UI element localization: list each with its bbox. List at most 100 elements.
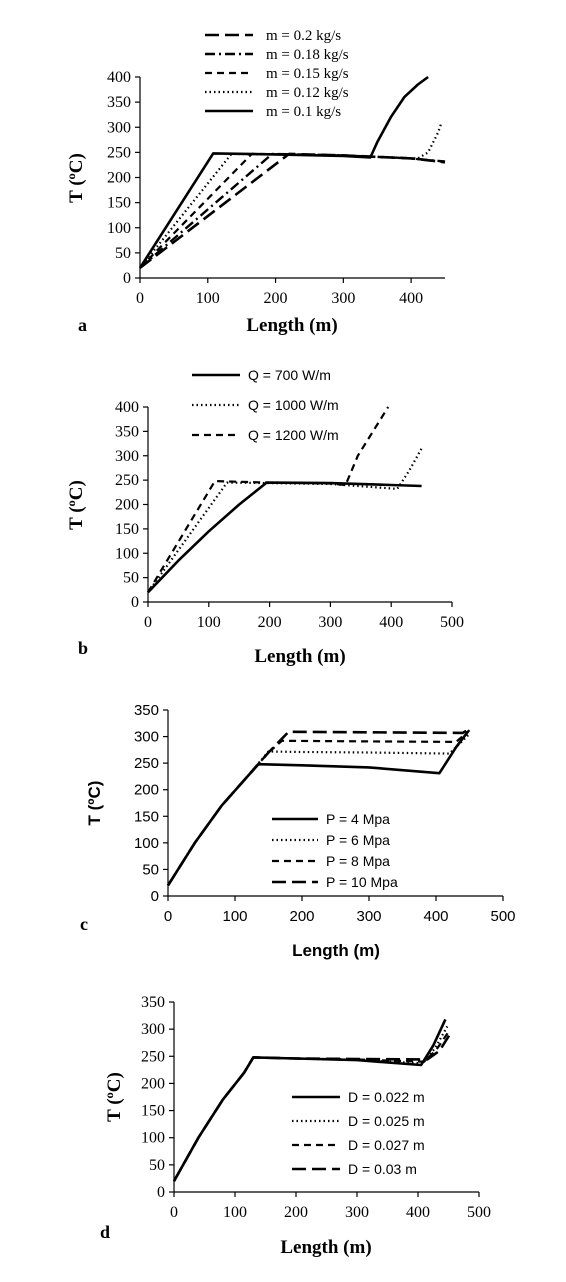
- series-line-1: [166, 730, 470, 887]
- y-tick-label: 200: [141, 1075, 165, 1092]
- legend-label-4: m = 0.12 kg/s: [266, 85, 349, 101]
- series-line-5: [138, 75, 429, 269]
- y-tick-label: 300: [134, 729, 159, 746]
- legend-label-3: Q = 1200 W/m: [248, 427, 339, 443]
- x-tick-label: 400: [406, 1204, 430, 1221]
- y-tick-label: 50: [142, 861, 159, 878]
- x-tick-label: 0: [170, 1204, 178, 1221]
- x-axis-title: Length (m): [246, 315, 337, 336]
- x-tick-label: 500: [490, 908, 515, 925]
- x-tick-label: 0: [136, 290, 144, 307]
- y-tick-label: 200: [107, 170, 131, 187]
- y-tick-label: 200: [115, 497, 139, 514]
- y-tick-label: 150: [115, 521, 139, 538]
- x-tick-label: 200: [258, 614, 282, 631]
- series-line-3: [173, 1031, 450, 1182]
- legend-label-1: Q = 700 W/m: [248, 367, 331, 383]
- series-line-1: [147, 481, 422, 594]
- x-tick-label: 500: [467, 1204, 491, 1221]
- x-tick-label: 100: [197, 614, 221, 631]
- legend-label-2: P = 6 Mpa: [326, 832, 390, 848]
- series-line-3: [139, 152, 446, 269]
- x-tick-label: 300: [345, 1204, 369, 1221]
- x-tick-label: 400: [379, 614, 403, 631]
- y-tick-label: 100: [115, 545, 139, 562]
- chart-panel-c: 0 50 100 150 200 250 300 350 0 100 200 300 400 500 Len…: [80, 702, 516, 960]
- panel-label: a: [78, 315, 87, 335]
- y-tick-label: 100: [134, 835, 159, 852]
- y-tick-label: 100: [141, 1130, 165, 1147]
- chart-panel-b: 0 50 100 150 200 250 300 350 400 0 100 200 300 400 500…: [66, 367, 464, 667]
- y-tick-label: 150: [141, 1103, 165, 1120]
- chart-panel-d: 0 50 100 150 200 250 300 350 0 100 200 300 400 500 Len…: [100, 994, 491, 1258]
- y-tick-label: 0: [151, 888, 159, 905]
- y-tick-label: 200: [134, 782, 159, 799]
- y-tick-label: 250: [134, 755, 159, 772]
- series-line-3: [147, 406, 390, 593]
- y-tick-label: 350: [107, 94, 131, 111]
- series-line-4: [166, 726, 472, 887]
- x-tick-label: 100: [196, 290, 220, 307]
- x-tick-label: 500: [440, 614, 464, 631]
- x-axis-title: Length (m): [292, 941, 380, 960]
- y-tick-label: 250: [141, 1048, 165, 1065]
- x-axis-title: Length (m): [280, 1237, 371, 1258]
- x-tick-label: 300: [356, 908, 381, 925]
- y-tick-label: 0: [157, 1184, 165, 1201]
- y-tick-label: 350: [115, 423, 139, 440]
- series-line-2: [147, 447, 423, 593]
- x-tick-label: 0: [144, 614, 152, 631]
- x-tick-label: 100: [223, 1204, 247, 1221]
- y-axis-title: T (ºC): [104, 1072, 125, 1122]
- x-tick-label: 200: [284, 1204, 308, 1221]
- x-tick-label: 200: [264, 290, 288, 307]
- legend-label-3: m = 0.15 kg/s: [266, 66, 349, 82]
- y-axis-title: T (ºC): [66, 480, 87, 530]
- y-tick-label: 400: [115, 399, 139, 416]
- legend-label-1: m = 0.2 kg/s: [266, 28, 341, 44]
- series-line-4: [172, 1033, 451, 1182]
- y-tick-label: 300: [141, 1021, 165, 1038]
- legend-label-2: Q = 1000 W/m: [248, 397, 339, 413]
- y-axis-title: T (ºC): [66, 153, 87, 203]
- y-tick-label: 400: [107, 69, 131, 86]
- panel-label: d: [100, 1222, 110, 1242]
- y-tick-label: 350: [134, 702, 159, 719]
- y-tick-label: 250: [107, 144, 131, 161]
- legend-label-2: m = 0.18 kg/s: [266, 47, 349, 63]
- series-line-2: [139, 152, 446, 269]
- x-tick-label: 200: [289, 908, 314, 925]
- y-tick-label: 100: [107, 220, 131, 237]
- y-tick-label: 300: [107, 119, 131, 136]
- x-tick-label: 0: [164, 908, 172, 925]
- y-tick-label: 150: [107, 195, 131, 212]
- legend-label-1: P = 4 Mpa: [326, 811, 390, 827]
- y-axis-title: T (ºC): [85, 781, 104, 826]
- panel-label: b: [78, 638, 88, 658]
- y-tick-label: 0: [123, 270, 131, 287]
- y-tick-label: 50: [149, 1157, 165, 1174]
- y-tick-label: 50: [115, 245, 131, 262]
- panel-label: c: [80, 914, 88, 934]
- legend-label-2: D = 0.025 m: [348, 1113, 425, 1129]
- chart-panel-a: 0 50 100 150 200 250 300 350 400 0 100 200 300 400 Len…: [66, 28, 446, 336]
- y-tick-label: 350: [141, 994, 165, 1011]
- legend-label-3: D = 0.027 m: [348, 1137, 425, 1153]
- series-line-2: [167, 733, 471, 886]
- x-tick-label: 100: [222, 908, 247, 925]
- x-tick-label: 300: [318, 614, 342, 631]
- y-tick-label: 50: [123, 570, 139, 587]
- legend-label-1: D = 0.022 m: [348, 1089, 425, 1105]
- legend-label-4: D = 0.03 m: [348, 1161, 417, 1177]
- series-line-3: [167, 729, 471, 886]
- legend-label-5: m = 0.1 kg/s: [266, 104, 341, 120]
- x-tick-label: 300: [331, 290, 355, 307]
- legend-label-3: P = 8 Mpa: [326, 853, 390, 869]
- y-tick-label: 250: [115, 472, 139, 489]
- x-tick-label: 400: [423, 908, 448, 925]
- y-tick-label: 0: [131, 594, 139, 611]
- y-tick-label: 300: [115, 448, 139, 465]
- x-tick-label: 400: [399, 290, 423, 307]
- y-tick-label: 150: [134, 808, 159, 825]
- legend-label-4: P = 10 Mpa: [326, 874, 398, 890]
